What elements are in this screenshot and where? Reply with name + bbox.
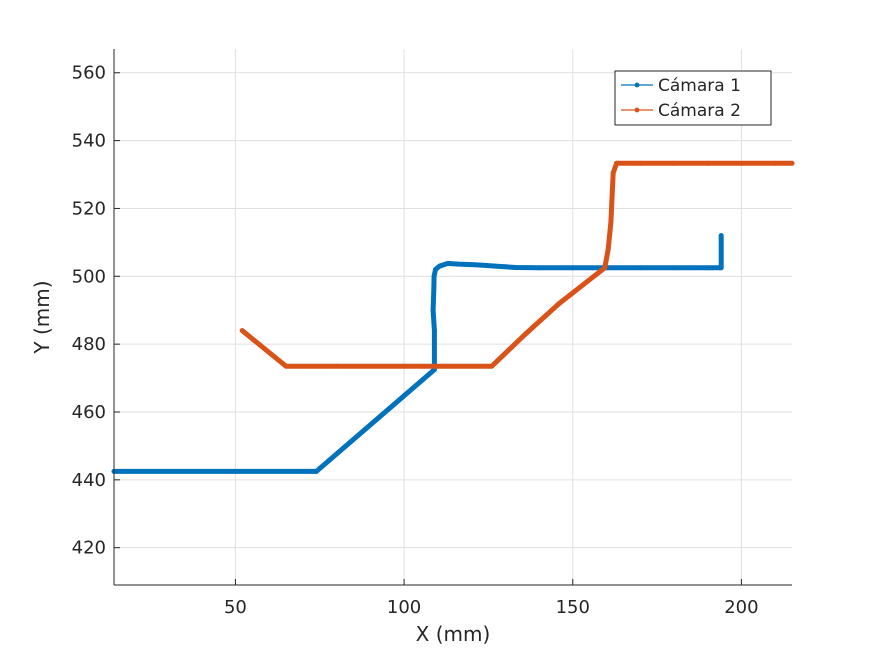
x-tick-label: 100 [387,597,421,618]
y-tick-label: 520 [72,198,106,219]
data-point [610,170,616,176]
data-point [671,160,677,166]
data-point [513,265,518,270]
data-point [431,273,437,279]
data-point [239,328,245,333]
legend-swatch-marker [634,107,640,113]
data-point [605,246,611,252]
data-point [430,307,436,313]
data-point [472,262,478,268]
data-point [489,363,495,369]
y-tick-label: 500 [72,266,106,287]
legend-swatch-marker [634,82,640,88]
data-point [502,264,508,270]
tick-labels: 50 100 150 200 420 440 460 480 500 520 540 560 [72,63,759,618]
legend: Cámara 1 Cámara 2 [614,70,772,126]
data-point [432,328,437,333]
grid-lines [114,49,792,585]
legend-label: Cámara 1 [658,76,741,96]
series-line [239,160,795,369]
data-point [602,265,608,271]
series-1 [111,233,724,474]
series-layer [111,160,795,474]
data-point [283,363,289,369]
y-axis-label: Y (mm) [30,280,54,354]
data-point [637,265,643,271]
data-point [455,261,461,267]
y-tick-label: 440 [72,470,106,491]
y-tick-label: 540 [72,131,106,152]
x-axis-label: X (mm) [416,622,491,646]
data-point [718,265,724,271]
legend-box [614,70,772,126]
data-point [671,265,677,271]
y-tick-label: 560 [72,63,106,84]
data-point [637,160,643,166]
y-tick-label: 420 [72,538,106,559]
data-point [614,160,619,166]
x-tick-label: 150 [556,597,590,618]
series-line [111,233,724,474]
y-tick-label: 460 [72,402,106,423]
data-point [556,301,562,306]
data-point [401,363,407,369]
data-point [570,265,576,271]
legend-label: Cámara 2 [658,101,741,121]
data-point [431,287,437,293]
data-point [437,263,442,269]
data-point [523,331,528,337]
data-point [718,233,724,239]
data-point [334,363,339,369]
data-point [608,219,614,225]
axes [113,49,792,586]
x-tick-label: 200 [724,597,758,618]
data-point [739,160,744,166]
data-point [433,267,438,272]
data-point [314,469,319,474]
data-point [772,160,778,166]
data-point [705,265,711,271]
data-point [705,160,711,166]
data-point [482,263,488,268]
data-point [789,160,795,166]
x-tick-label: 50 [224,597,247,618]
data-point [536,265,542,271]
data-point [445,261,451,266]
data-point [492,263,498,269]
series-2 [239,160,795,369]
y-tick-label: 480 [72,334,106,355]
